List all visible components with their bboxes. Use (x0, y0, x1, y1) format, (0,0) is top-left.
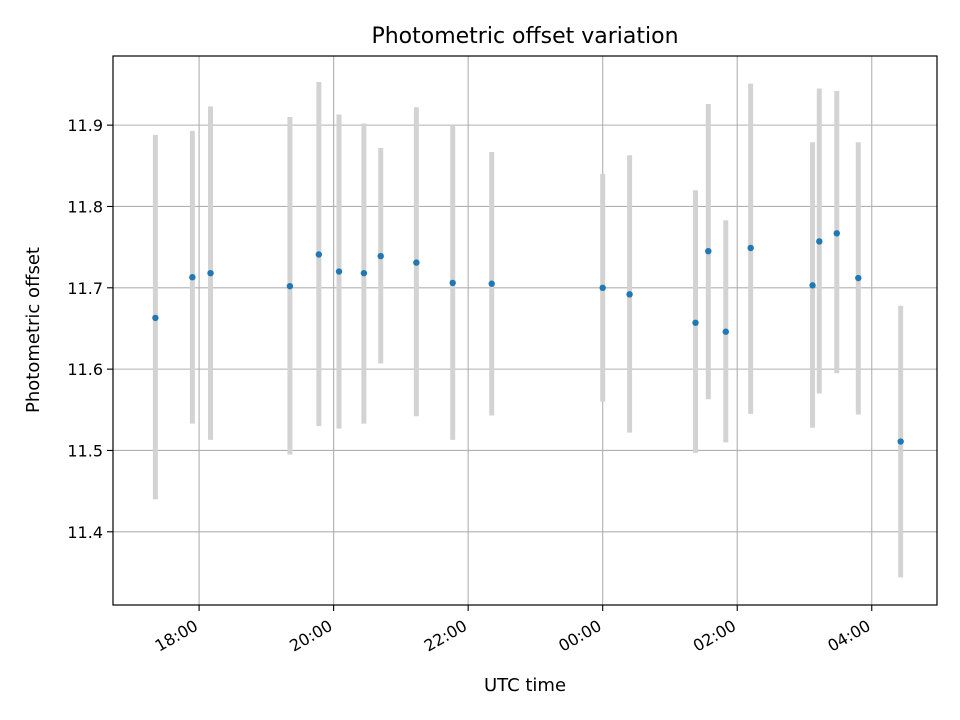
x-axis-label: UTC time (484, 675, 566, 696)
data-point (816, 238, 823, 245)
data-point (488, 280, 495, 287)
plot-area-frame (112, 55, 938, 606)
data-point (692, 319, 699, 326)
y-tick-label: 11.6 (67, 360, 103, 379)
y-tick-label: 11.9 (67, 116, 103, 135)
data-point (809, 282, 816, 289)
y-tick-label: 11.7 (67, 279, 103, 298)
data-point (335, 268, 343, 275)
data-point (449, 279, 456, 287)
data-point (360, 269, 368, 277)
data-point (377, 252, 384, 260)
grid-lines (113, 56, 937, 605)
data-point (705, 248, 712, 255)
data-point (833, 230, 840, 237)
data-point (855, 274, 862, 282)
data-point (722, 328, 729, 335)
data-point (413, 259, 420, 266)
data-point (599, 284, 606, 291)
data-point (747, 244, 754, 252)
y-axis-label: Photometric offset (23, 247, 44, 413)
data-points (152, 230, 904, 445)
y-tick-label: 11.5 (67, 441, 103, 460)
y-tick-label: 11.4 (67, 523, 103, 542)
data-point (207, 269, 214, 277)
data-point (286, 282, 294, 290)
data-point (189, 274, 196, 281)
data-point (152, 314, 159, 322)
data-point (315, 251, 323, 258)
y-tick-label: 11.8 (67, 197, 103, 216)
data-point (626, 291, 633, 298)
y-axis-ticks: 11.4 11.5 11.6 11.7 11.8 11.9 (67, 116, 113, 542)
data-point (897, 438, 904, 445)
chart-title: Photometric offset variation (371, 24, 678, 49)
